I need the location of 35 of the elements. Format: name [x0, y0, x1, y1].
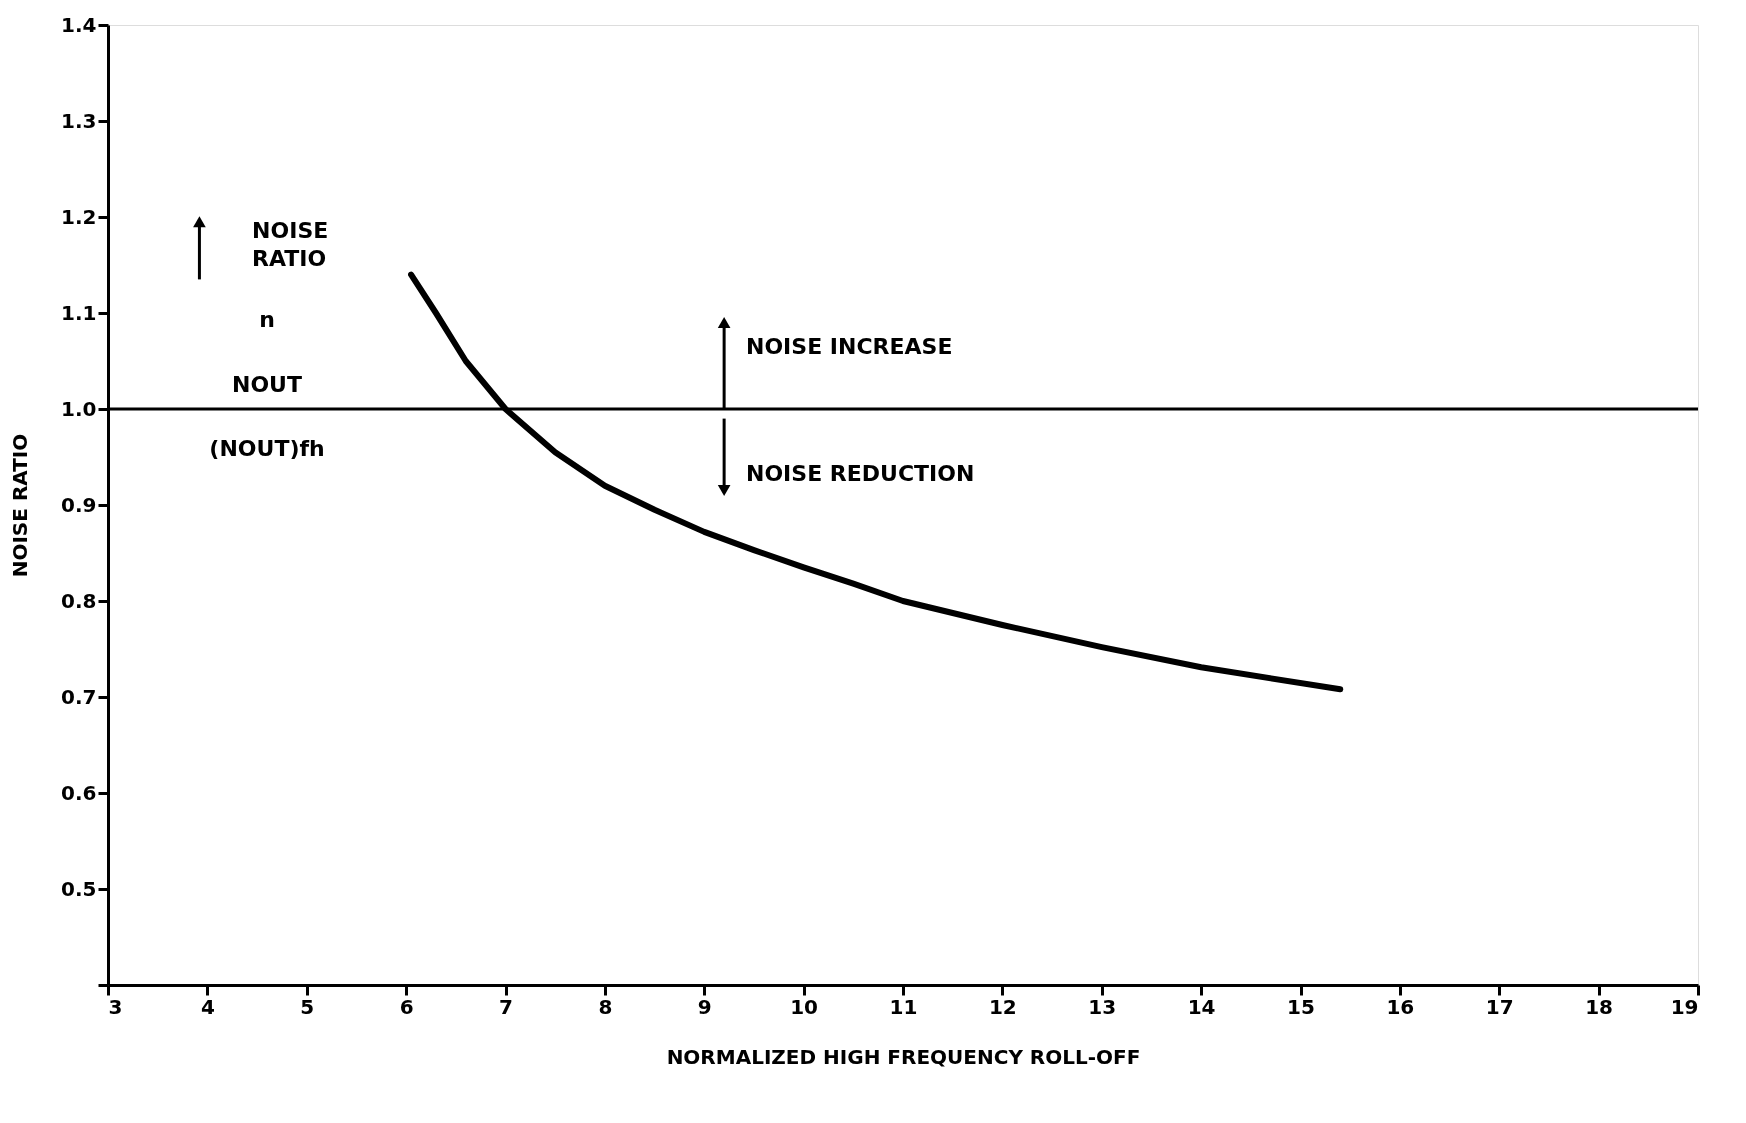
x-tick-label: 18: [1585, 994, 1614, 1019]
x-tick-label: 5: [300, 994, 315, 1019]
y-tick-label: 0.7: [61, 684, 97, 709]
y-tick-label: 0.5: [61, 876, 97, 901]
y-tick-label: 1.3: [61, 108, 97, 133]
x-tick-label: 4: [200, 994, 215, 1019]
annotation: NOISE REDUCTION: [745, 461, 975, 487]
x-tick-label: 19: [1670, 994, 1699, 1019]
x-axis-title: NORMALIZED HIGH FREQUENCY ROLL-OFF: [666, 1044, 1141, 1069]
x-tick-label: 13: [1088, 994, 1117, 1019]
x-tick-label: 15: [1287, 994, 1315, 1019]
x-tick-label: 16: [1386, 994, 1415, 1019]
x-tick-label: 14: [1187, 994, 1216, 1019]
y-tick-label: 0.6: [61, 780, 97, 805]
annotation: NOISE INCREASE: [745, 333, 953, 359]
y-tick-label: 0.9: [61, 492, 97, 517]
y-tick-label: 1.1: [61, 300, 97, 325]
x-tick-label: 8: [598, 994, 613, 1019]
y-tick-label: 1.0: [61, 396, 97, 421]
y-tick-label: 1.2: [61, 204, 97, 229]
x-tick-label: 3: [108, 994, 123, 1019]
y-tick-label: 0.8: [61, 588, 97, 613]
x-tick-label: 10: [790, 994, 819, 1019]
annotation: NOUT: [232, 372, 302, 397]
y-tick-label: 1.4: [61, 12, 97, 37]
annotation: n: [259, 306, 275, 332]
x-tick-label: 7: [499, 994, 513, 1019]
x-tick-label: 9: [697, 994, 712, 1019]
x-tick-label: 11: [889, 994, 918, 1019]
x-tick-label: 6: [399, 994, 414, 1019]
x-tick-label: 17: [1485, 994, 1514, 1019]
y-axis-title: NOISE RATIO: [8, 433, 33, 578]
annotation: (NOUT)fh: [209, 436, 325, 462]
annotation: NOISE RATIO: [252, 218, 329, 272]
x-tick-label: 12: [988, 994, 1017, 1019]
